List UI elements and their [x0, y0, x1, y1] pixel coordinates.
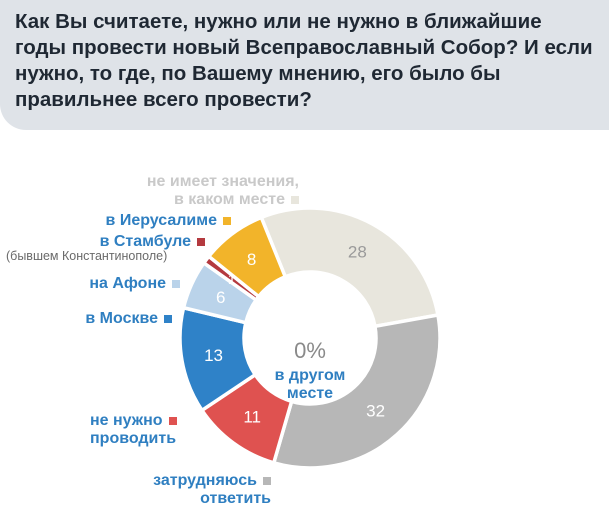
label-hard: затрудняюсь ответить — [153, 472, 271, 508]
label-not-needed-line2: проводить — [90, 430, 177, 447]
slice-value-label-0: 28 — [348, 243, 367, 262]
slice-value-label-4: 6 — [216, 288, 225, 307]
label-istanbul: в Стамбуле — [100, 233, 205, 251]
center-label-line2: месте — [287, 385, 333, 402]
label-athos: на Афоне — [89, 275, 180, 293]
label-athos-text: на Афоне — [89, 275, 166, 292]
slice-value-label-5: 1 — [228, 271, 236, 287]
label-hard-line1: затрудняюсь — [153, 472, 257, 489]
label-jerusalem: в Иерусалиме — [106, 212, 231, 230]
label-moscow-text: в Москве — [85, 310, 158, 327]
slice-value-label-2: 11 — [243, 408, 261, 427]
question-header: Как Вы считаете, нужно или не нужно в бл… — [0, 0, 609, 130]
legend-swatch-istanbul — [197, 237, 205, 246]
label-not-needed: не нужно проводить — [90, 412, 177, 448]
legend-swatch-no-matter — [291, 195, 299, 204]
label-hard-line2: ответить — [200, 490, 271, 507]
legend-swatch-moscow — [164, 314, 172, 323]
label-jerusalem-text: в Иерусалиме — [105, 212, 217, 229]
legend-swatch-not-needed — [168, 416, 177, 425]
label-no-matter-line2: в каком месте — [174, 191, 285, 208]
label-not-needed-line1: не нужно — [90, 412, 163, 429]
center-value: 0% — [294, 338, 326, 363]
label-no-matter: не имеет значения, в каком месте — [147, 173, 299, 209]
slice-value-label-1: 32 — [366, 401, 385, 420]
chart-title: Как Вы считаете, нужно или не нужно в бл… — [15, 10, 593, 111]
center-label-line1: в другом — [275, 367, 346, 384]
donut-slice-0 — [259, 206, 440, 329]
slice-value-label-6: 8 — [247, 250, 256, 269]
label-istanbul-sub: (бывшем Константинополе) — [6, 249, 168, 263]
donut-slice-6 — [207, 215, 288, 299]
label-istanbul-text: в Стамбуле — [99, 233, 191, 250]
donut-slice-1 — [272, 313, 442, 470]
slice-value-label-3: 13 — [204, 346, 223, 365]
legend-swatch-jerusalem — [223, 216, 231, 225]
label-no-matter-line1: не имеет значения, — [146, 173, 299, 190]
legend-swatch-athos — [172, 279, 180, 288]
legend-swatch-hard — [263, 476, 271, 485]
label-moscow: в Москве — [85, 310, 172, 328]
